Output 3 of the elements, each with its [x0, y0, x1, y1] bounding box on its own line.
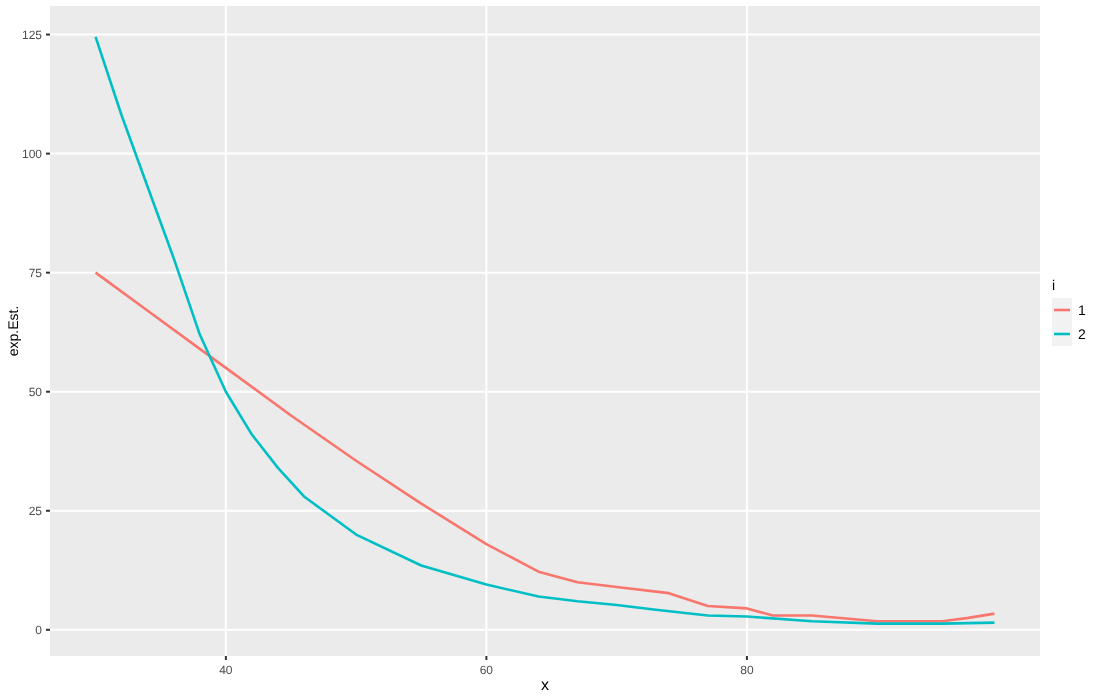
line-series — [94, 271, 996, 623]
x-axis-title: x — [541, 676, 549, 694]
line-series — [94, 35, 996, 625]
